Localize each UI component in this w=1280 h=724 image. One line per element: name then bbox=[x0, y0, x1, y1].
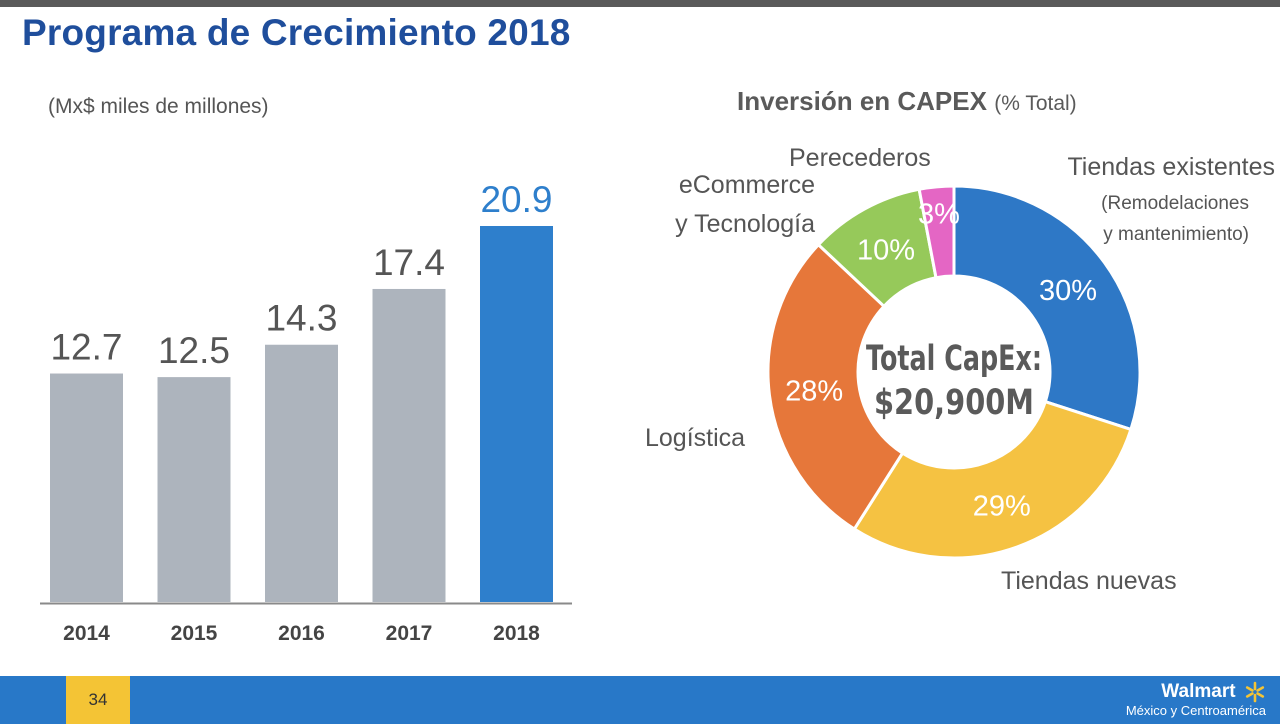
donut-title-unit: (% Total) bbox=[994, 92, 1077, 115]
donut-percent-label-2: 28% bbox=[785, 376, 843, 408]
donut-chart-title: Inversión en CAPEX (% Total) bbox=[737, 86, 1077, 117]
footer-bar: 34 Walmart México y Centroamérica bbox=[0, 676, 1280, 724]
bar-chart-subtitle: (Mx$ miles de millones) bbox=[48, 95, 269, 118]
page-number: 34 bbox=[66, 676, 130, 724]
bar-2018 bbox=[480, 226, 553, 602]
bar-value-label-2017: 17.4 bbox=[373, 242, 445, 283]
bar-2015 bbox=[157, 377, 231, 602]
bar-category-label-2014: 2014 bbox=[63, 622, 110, 645]
brand-subtitle: México y Centroamérica bbox=[1125, 703, 1266, 718]
donut-label-tiendas-existentes-sub1: (Remodelaciones bbox=[1101, 193, 1249, 214]
bar-category-label-2018: 2018 bbox=[493, 622, 540, 645]
bar-value-label-2016: 14.3 bbox=[265, 298, 337, 339]
donut-center-label-line1: Total CapEx: bbox=[866, 339, 1042, 379]
donut-slice-4 bbox=[917, 184, 956, 280]
bar-value-label-2014: 12.7 bbox=[50, 327, 122, 368]
donut-title-main: Inversión en CAPEX bbox=[737, 86, 987, 116]
bar-value-label-2015: 12.5 bbox=[158, 330, 230, 371]
slide-title: Programa de Crecimiento 2018 bbox=[22, 12, 571, 53]
donut-label-perecederos: Perecederos bbox=[789, 144, 931, 172]
donut-label-tiendas-existentes: Tiendas existentes bbox=[1067, 153, 1275, 181]
bar-2014 bbox=[50, 373, 123, 602]
donut-percent-label-3: 10% bbox=[857, 234, 915, 266]
donut-label-tiendas-existentes-sub2: y mantenimiento) bbox=[1103, 224, 1249, 245]
bar-category-label-2017: 2017 bbox=[386, 622, 433, 645]
donut-label-logistica: Logística bbox=[645, 424, 745, 452]
top-strip bbox=[0, 0, 1280, 7]
bar-category-label-2016: 2016 bbox=[278, 622, 325, 645]
bar-value-label-2018: 20.9 bbox=[480, 179, 552, 220]
donut-label-ecommerce-line1: eCommerce bbox=[679, 171, 815, 199]
brand-logo: Walmart México y Centroamérica bbox=[1126, 681, 1266, 718]
donut-percent-label-4: 3% bbox=[918, 199, 960, 231]
bar-2017 bbox=[372, 288, 446, 602]
donut-slice-0 bbox=[952, 184, 1142, 432]
bar-category-label-2015: 2015 bbox=[171, 622, 218, 645]
spark-icon bbox=[1245, 681, 1265, 703]
donut-label-ecommerce-line2: y Tecnología bbox=[675, 210, 815, 238]
donut-center-label-line2: $20,900M bbox=[874, 383, 1034, 423]
donut-percent-label-1: 29% bbox=[973, 491, 1031, 523]
donut-slice-2 bbox=[766, 242, 905, 532]
donut-percent-label-0: 30% bbox=[1039, 275, 1097, 307]
donut-slice-1 bbox=[852, 399, 1133, 560]
brand-name: Walmart bbox=[1161, 681, 1236, 702]
bar-2016 bbox=[265, 344, 338, 602]
charts-canvas: 12.7 2014 12.5 2015 14.3 2016 17.4 2017 20.9 2018… bbox=[40, 144, 1275, 645]
donut-label-tiendas-nuevas: Tiendas nuevas bbox=[1001, 567, 1177, 595]
